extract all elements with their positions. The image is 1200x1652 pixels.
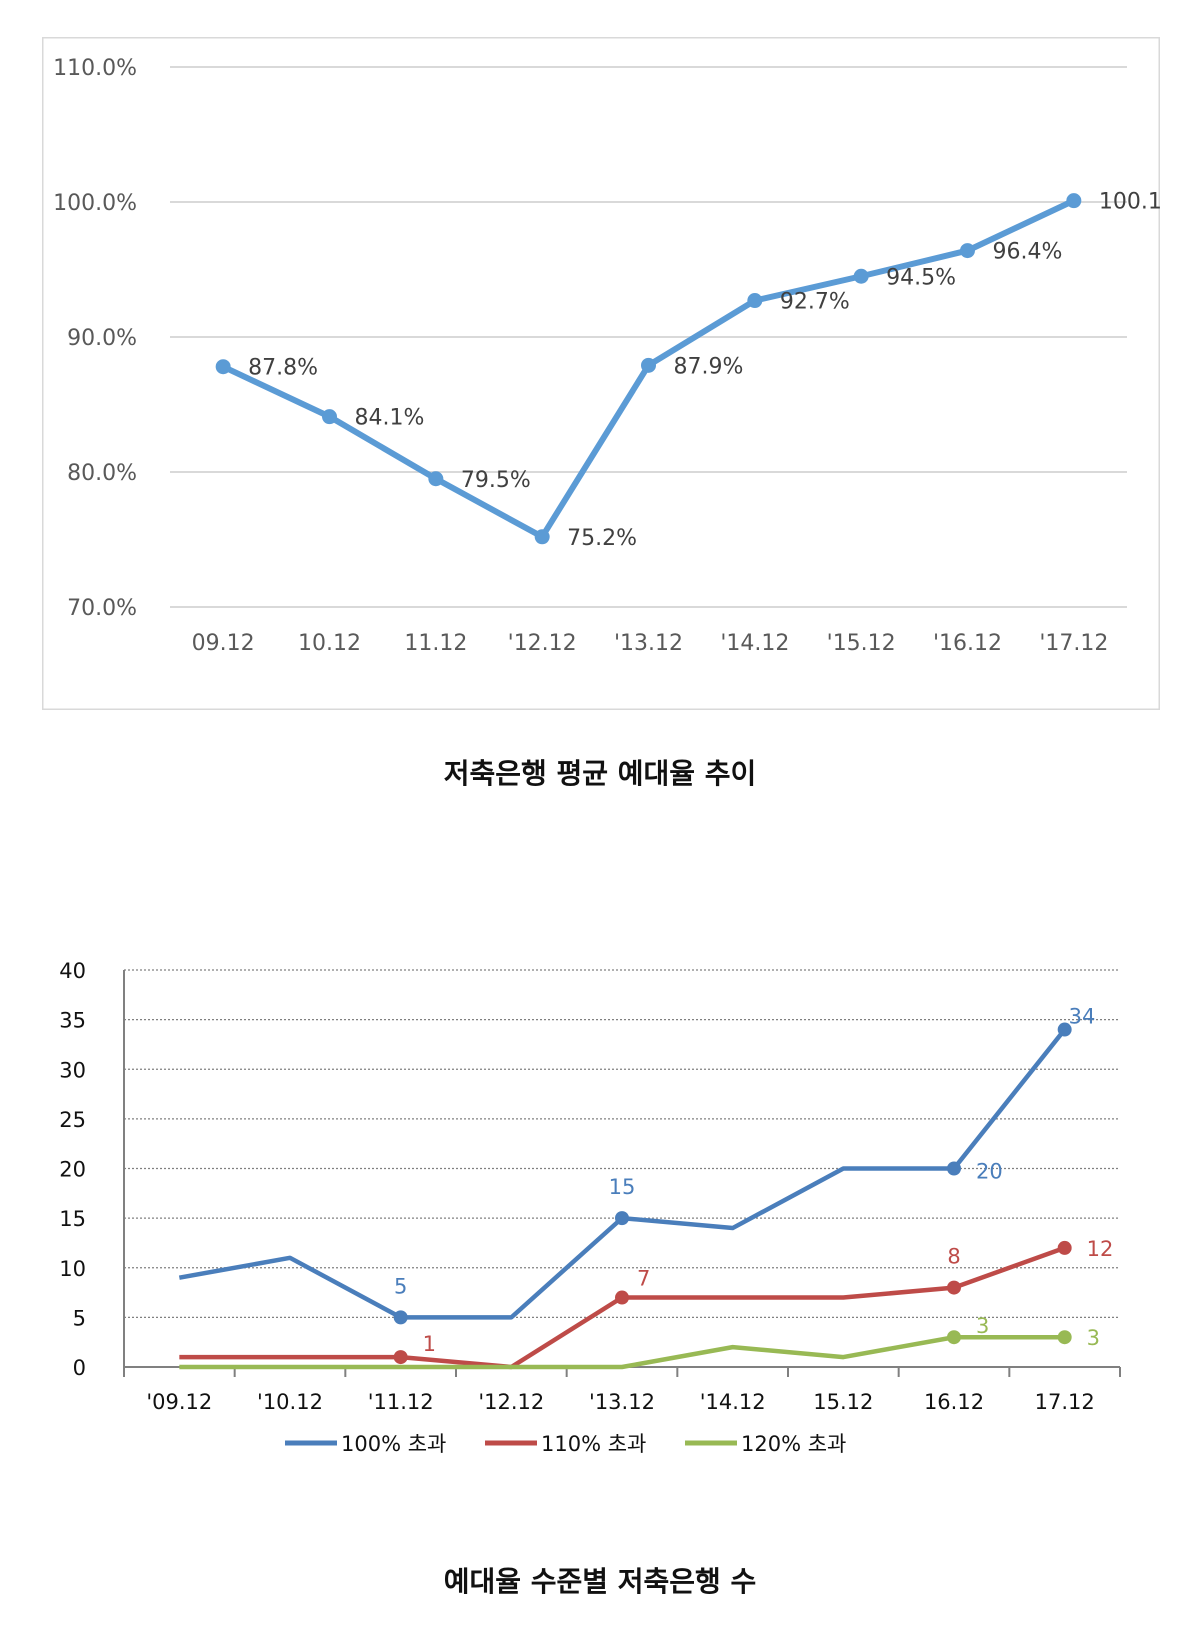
y-tick-label: 25 bbox=[59, 1108, 86, 1132]
y-tick-label: 0 bbox=[73, 1356, 86, 1380]
data-point bbox=[1066, 193, 1082, 209]
x-tick-label: '09.12 bbox=[146, 1390, 212, 1414]
data-label: 75.2% bbox=[567, 526, 637, 551]
x-tick-label: '12.12 bbox=[508, 631, 577, 656]
x-tick-label: '13.12 bbox=[589, 1390, 655, 1414]
data-point bbox=[615, 1211, 629, 1226]
x-tick-label: '16.12 bbox=[933, 631, 1002, 656]
y-tick-label: 20 bbox=[59, 1158, 86, 1182]
x-tick-label: 11.12 bbox=[404, 631, 467, 656]
y-tick-label: 110.0% bbox=[53, 56, 137, 81]
data-label: 84.1% bbox=[355, 406, 425, 431]
y-tick-label: 15 bbox=[59, 1207, 86, 1231]
data-label: 92.7% bbox=[780, 290, 850, 315]
y-tick-label: 80.0% bbox=[67, 461, 137, 486]
data-point bbox=[534, 529, 550, 545]
data-point bbox=[615, 1290, 629, 1305]
data-point bbox=[322, 409, 337, 425]
y-tick-label: 40 bbox=[59, 959, 86, 983]
data-point bbox=[393, 1350, 408, 1365]
data-point bbox=[393, 1310, 408, 1325]
series-line bbox=[179, 1245, 1066, 1370]
data-point bbox=[1057, 1022, 1072, 1037]
data-point bbox=[1057, 1330, 1072, 1345]
data-point bbox=[960, 243, 975, 259]
legend-label: 120% 초과 bbox=[741, 1432, 846, 1456]
legend-label: 110% 초과 bbox=[541, 1432, 646, 1456]
data-point bbox=[853, 268, 869, 284]
data-point bbox=[215, 359, 231, 375]
x-tick-label: '13.12 bbox=[614, 631, 683, 656]
y-tick-label: 70.0% bbox=[67, 596, 137, 621]
data-point bbox=[947, 1280, 961, 1295]
data-point bbox=[747, 293, 763, 309]
x-tick-label: '11.12 bbox=[368, 1390, 434, 1414]
x-tick-label: 10.12 bbox=[298, 631, 361, 656]
data-label: 12 bbox=[1087, 1237, 1114, 1261]
data-label: 87.8% bbox=[248, 356, 318, 381]
y-tick-label: 90.0% bbox=[67, 326, 137, 351]
data-label: 7 bbox=[637, 1267, 650, 1291]
deposit-loan-ratio-chart: 70.0% 80.0% 90.0% 100.0% 110.0% 09.12 10.12 11.… bbox=[41, 36, 1183, 711]
data-label: 100.1% bbox=[1099, 190, 1160, 215]
x-tick-label: '10.12 bbox=[257, 1390, 323, 1414]
bank-count-svg: 0510152025303540'09.12'10.12'11.12'12.12… bbox=[59, 959, 1121, 1456]
data-label: 79.5% bbox=[461, 468, 531, 493]
data-label: 96.4% bbox=[993, 240, 1063, 265]
data-label: 5 bbox=[394, 1274, 407, 1298]
deposit-loan-ratio-svg: 70.0% 80.0% 90.0% 100.0% 110.0% 09.12 10.12 11.… bbox=[41, 36, 1183, 711]
data-label: 87.9% bbox=[674, 354, 744, 379]
chart-1-title: 저축은행 평균 예대율 추이 bbox=[443, 757, 757, 790]
x-tick-label: 09.12 bbox=[192, 631, 255, 656]
y-tick-label: 30 bbox=[59, 1058, 86, 1082]
data-label: 34 bbox=[1069, 1005, 1096, 1029]
chart-2-title: 예대율 수준별 저축은행 수 bbox=[443, 1565, 757, 1598]
data-point bbox=[947, 1330, 961, 1345]
y-tick-label: 100.0% bbox=[53, 191, 137, 216]
x-tick-label: '12.12 bbox=[478, 1390, 544, 1414]
data-label: 94.5% bbox=[886, 265, 956, 290]
series-line bbox=[178, 1028, 1067, 1320]
data-label: 20 bbox=[976, 1160, 1003, 1184]
data-label: 3 bbox=[1087, 1326, 1100, 1350]
data-label: 1 bbox=[423, 1332, 436, 1356]
legend-label: 100% 초과 bbox=[341, 1432, 446, 1456]
x-tick-label: 15.12 bbox=[813, 1390, 873, 1414]
data-label: 3 bbox=[976, 1314, 989, 1338]
x-tick-label: '14.12 bbox=[700, 1390, 766, 1414]
x-tick-label: '17.12 bbox=[1039, 631, 1108, 656]
bank-count-chart: 0 5 10 15 20 25 30 35 40'09.12'10.12'11.12'12.12… bbox=[40, 950, 1140, 1510]
data-point bbox=[1057, 1240, 1072, 1255]
data-label: 15 bbox=[609, 1175, 636, 1199]
x-tick-label: 16.12 bbox=[924, 1390, 984, 1414]
x-tick-label: '14.12 bbox=[720, 631, 789, 656]
data-label: 8 bbox=[947, 1245, 960, 1269]
data-point bbox=[428, 471, 444, 487]
chart-frame bbox=[41, 36, 1161, 711]
y-tick-label: 10 bbox=[59, 1257, 86, 1281]
x-tick-label: 17.12 bbox=[1035, 1390, 1095, 1414]
y-tick-label: 35 bbox=[59, 1009, 86, 1033]
data-point bbox=[947, 1161, 961, 1176]
y-tick-label: 5 bbox=[73, 1306, 86, 1330]
data-point bbox=[641, 357, 656, 373]
series-line bbox=[179, 1334, 1065, 1370]
x-tick-label: '15.12 bbox=[827, 631, 896, 656]
